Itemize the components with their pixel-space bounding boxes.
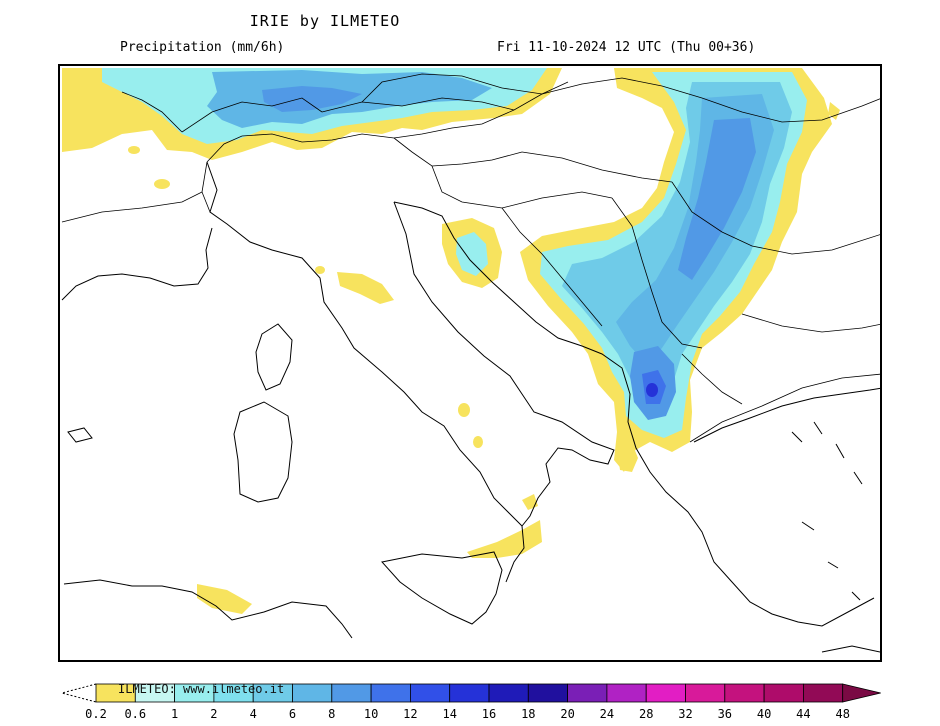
borders [61, 73, 880, 443]
legend-swatch [409, 683, 451, 703]
legend-swatch [645, 683, 686, 703]
precip-ne-yellow [828, 102, 840, 120]
legend-bar: 0.2 0.6 1 2 4 6 8 10 12 14 16 18 20 24 28 32 36 40 44 48 [60, 683, 881, 721]
legend-swatch [606, 683, 647, 703]
precip-sicily-south [197, 584, 252, 614]
legend-arrow-high [842, 683, 881, 703]
precip-spot-b [128, 146, 140, 154]
precip-corsica-top [522, 494, 538, 510]
legend-tick-label: 12 [403, 707, 417, 721]
legend-swatch [763, 683, 804, 703]
credit-text: ILMETEO: www.ilmeteo.it [118, 682, 285, 696]
legend-tick-label: 0.6 [124, 707, 146, 721]
border-swiss [181, 97, 323, 133]
precip-calabria [467, 520, 542, 558]
legend-swatch [685, 683, 726, 703]
legend-swatch [803, 683, 844, 703]
precip-croatia-cyan [456, 232, 488, 276]
border-ukraine [661, 85, 880, 123]
border-greece [689, 373, 880, 443]
legend-swatch [724, 683, 765, 703]
border-alps [206, 81, 569, 163]
border-germany [121, 91, 183, 133]
africa-coast [63, 579, 353, 639]
precip-spot-c [337, 272, 394, 304]
precip-corfu [616, 438, 638, 472]
legend-swatch [292, 683, 333, 703]
aegean-islands [791, 421, 863, 601]
precip-balkans-blue3 [678, 118, 756, 280]
legend-tick-label: 24 [600, 707, 614, 721]
border-bulgaria [741, 313, 880, 333]
precip-spot-d [315, 266, 325, 274]
corsica [255, 323, 293, 391]
europe-coast-west [67, 427, 93, 443]
legend-tick-label: 16 [482, 707, 496, 721]
legend-tick-label: 44 [796, 707, 810, 721]
border-france-italy [201, 161, 211, 213]
variable-label: Precipitation (mm/6h) [120, 40, 285, 55]
legend-arrow-low [60, 683, 97, 703]
border-bosnia [501, 207, 603, 327]
border-slovenia [393, 137, 523, 167]
border-croatia [431, 165, 613, 209]
legend-tick-label: 0.2 [85, 707, 107, 721]
border-france [61, 191, 203, 223]
legend-tick-label: 2 [210, 707, 217, 721]
france-coast [61, 227, 213, 301]
legend-tick-label: 32 [678, 707, 692, 721]
legend-tick-label: 14 [442, 707, 456, 721]
border-slovakia [501, 77, 663, 95]
legend-tick-label: 6 [289, 707, 296, 721]
map-title: IRIE by ILMETEO [249, 12, 401, 30]
legend-swatch [488, 683, 529, 703]
legend-tick-label: 36 [718, 707, 732, 721]
legend-swatch [370, 683, 411, 703]
border-macedonia [681, 353, 743, 405]
border-hungary [521, 151, 673, 183]
sicily [381, 551, 503, 625]
map-canvas [61, 68, 880, 653]
balkan-coast [393, 201, 875, 627]
coastlines [61, 161, 880, 653]
color-legend: 0.2 0.6 1 2 4 6 8 10 12 14 16 18 20 24 28 32 36 40 44 48 [0, 680, 940, 726]
legend-tick-label: 40 [757, 707, 771, 721]
greece-coast [693, 387, 880, 443]
legend-swatch [527, 683, 568, 703]
border-serbia [611, 197, 703, 349]
legend-tick-label: 28 [639, 707, 653, 721]
sardinia [233, 401, 293, 503]
precip-spot-e [458, 403, 470, 417]
valid-time-label: Fri 11-10-2024 12 UTC (Thu 00+36) [497, 40, 756, 55]
italy-coast-east [393, 201, 615, 527]
crete [821, 645, 880, 653]
border-czech [361, 73, 503, 103]
italy-coast-west [206, 161, 525, 583]
legend-tick-label: 18 [521, 707, 535, 721]
legend-swatch [449, 683, 490, 703]
legend-swatch [567, 683, 608, 703]
border-austria [321, 97, 515, 113]
legend-tick-label: 8 [328, 707, 335, 721]
legend-tick-label: 20 [560, 707, 574, 721]
legend-tick-label: 10 [364, 707, 378, 721]
precip-spot-f [473, 436, 483, 448]
precipitation-map [58, 64, 882, 662]
legend-swatch [331, 683, 372, 703]
legend-tick-label: 4 [250, 707, 257, 721]
legend-tick-label: 48 [835, 707, 849, 721]
precip-spot-a [154, 179, 170, 189]
legend-tick-label: 1 [171, 707, 178, 721]
precip-layer [62, 68, 840, 614]
border-romania [671, 181, 880, 255]
precip-alps-darkblue [262, 86, 362, 112]
precip-albania-peak [646, 383, 658, 397]
